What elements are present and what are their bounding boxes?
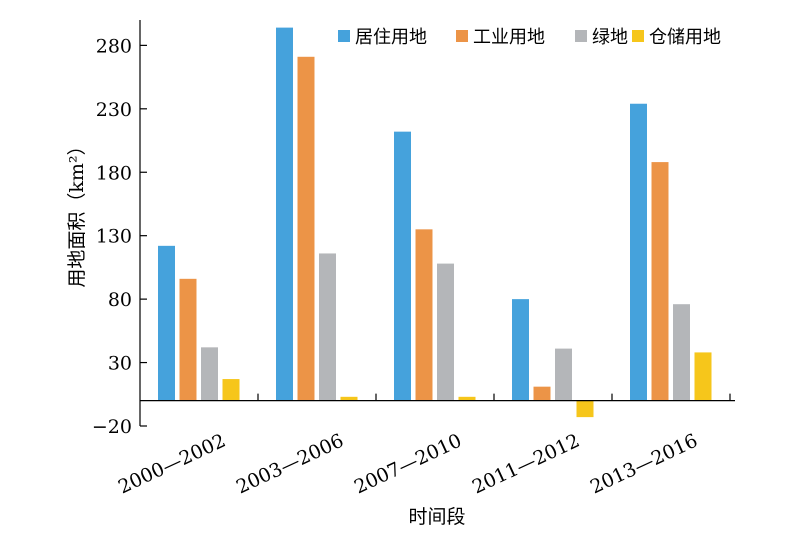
y-tick-label: −20 [92,416,132,438]
x-category-label: 2007—2010 [351,430,465,499]
bar-3-4 [555,348,572,401]
y-axis-title: 用地面积（km²） [66,136,88,287]
legend-label: 仓储用地 [649,27,721,48]
x-axis-title: 时间段 [408,506,465,528]
bar-1-3 [394,131,411,401]
y-tick-label: 130 [96,226,132,248]
bar-1-1 [158,245,175,401]
legend-swatch [338,30,350,42]
bar-3-5 [673,304,690,401]
legend-swatch [456,30,468,42]
bar-4-4 [576,400,594,418]
x-category-label: 2003—2006 [233,430,347,499]
bar-1-2 [276,27,293,401]
bar-3-1 [201,347,218,401]
legend-label: 居住用地 [355,27,427,48]
y-tick-label: 80 [108,289,132,311]
y-tick-label: 180 [96,162,132,184]
x-category-label: 2013—2016 [587,430,701,499]
bar-2-1 [179,278,197,401]
bar-4-5 [694,352,712,401]
y-tick-label: 230 [96,99,132,121]
bar-2-3 [415,229,433,401]
x-category-label: 2011—2012 [469,430,583,499]
y-tick-label: 280 [96,35,132,57]
bar-4-3 [458,396,476,401]
bar-3-2 [319,253,336,401]
bar-3-3 [437,263,454,401]
bar-2-5 [651,162,669,401]
y-tick-label: 30 [108,353,132,375]
bars-layer [158,27,712,418]
legend-swatch [575,30,587,42]
legend-swatch [632,30,644,42]
bar-1-4 [512,299,529,401]
bar-1-5 [630,103,647,401]
bar-4-1 [222,379,240,401]
bar-2-2 [297,56,315,401]
legend-label: 绿地 [592,27,628,48]
legend: 居住用地 工业用地 绿地 仓储用地 [338,27,721,48]
bar-2-4 [533,386,551,401]
legend-label: 工业用地 [473,27,545,48]
bar-4-2 [340,396,358,401]
x-category-label: 2000—2002 [115,430,229,499]
